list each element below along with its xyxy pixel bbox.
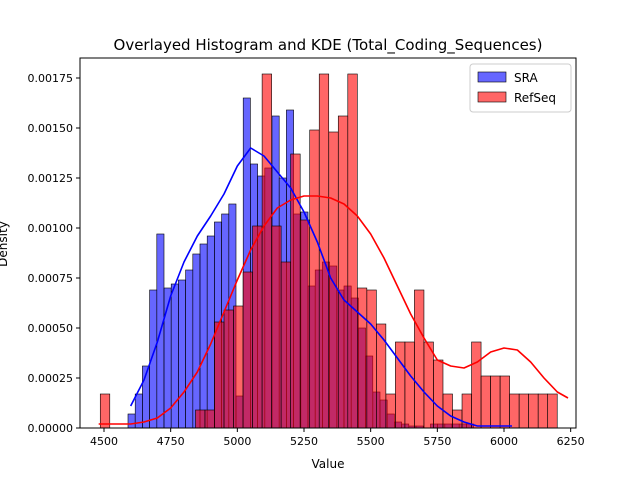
- histogram-bar: [404, 341, 415, 429]
- y-tick-label: 0.00000: [28, 422, 74, 435]
- histogram-bar: [214, 321, 225, 429]
- histogram-bar: [299, 219, 311, 429]
- histogram-bar: [280, 261, 291, 429]
- histogram-bar: [192, 253, 201, 429]
- histogram-bar: [233, 305, 244, 429]
- histogram-bar: [547, 393, 558, 429]
- histogram-bar: [328, 131, 339, 429]
- x-tick-label: 5000: [223, 435, 251, 448]
- histogram-bar: [471, 341, 482, 429]
- histogram-bar: [271, 225, 282, 429]
- x-tick-label: 5250: [290, 435, 318, 448]
- histogram-bar: [480, 375, 491, 429]
- histogram-bar: [537, 393, 549, 429]
- histogram-bar: [252, 225, 263, 429]
- legend-label-refseq: RefSeq: [514, 91, 556, 105]
- histogram-bar: [261, 73, 272, 429]
- histogram-bar: [518, 393, 529, 429]
- histogram-bar: [357, 287, 368, 429]
- histogram-bar: [347, 73, 358, 429]
- y-tick-label: 0.00100: [28, 222, 74, 235]
- legend-swatch-refseq: [477, 91, 507, 103]
- y-tick-label: 0.00125: [28, 172, 74, 185]
- histogram-bar: [185, 269, 194, 429]
- histogram-bar: [223, 309, 234, 429]
- kde-line-refseq: [98, 195, 569, 425]
- histogram-bar: [433, 359, 444, 429]
- x-tick-label: 5750: [423, 435, 451, 448]
- x-tick-label: 5500: [357, 435, 385, 448]
- x-tick-label: 6250: [557, 435, 585, 448]
- x-axis-label: Value: [312, 457, 345, 471]
- x-tick-label: 6000: [490, 435, 518, 448]
- histogram-bar: [423, 341, 434, 429]
- histogram-bar: [195, 409, 206, 429]
- plot-area: 4500 4750 5000 5250 5500 5750 6000 6250 0.00000 0…: [28, 57, 585, 448]
- kde-line-sra: [129, 147, 512, 427]
- histogram-bar: [127, 413, 136, 429]
- histogram-bar: [242, 271, 253, 429]
- x-tick-label: 4750: [157, 435, 185, 448]
- x-tick-label: 4500: [90, 435, 118, 448]
- histogram-bar: [206, 235, 215, 429]
- histogram-bar: [395, 341, 406, 429]
- legend-swatch-sra: [477, 71, 507, 83]
- y-axis-label: Density: [0, 221, 10, 267]
- axes-frame: [79, 57, 577, 429]
- histogram-bar: [204, 409, 215, 429]
- histogram-bar: [99, 393, 111, 429]
- chart-title: Overlayed Histogram and KDE (Total_Codin…: [114, 36, 543, 55]
- histogram-bar: [490, 375, 501, 429]
- histogram-bar: [414, 289, 425, 429]
- histogram-bar: [385, 393, 396, 429]
- legend-label-sra: SRA: [514, 71, 538, 85]
- histogram-bar: [178, 279, 186, 429]
- histogram-bar: [509, 393, 520, 429]
- histogram-bar: [199, 243, 208, 429]
- histogram-bar: [499, 375, 510, 429]
- y-tick-label: 0.00025: [28, 372, 74, 385]
- histogram-bar: [309, 129, 320, 429]
- y-tick-label: 0.00175: [28, 72, 74, 85]
- y-tick-label: 0.00075: [28, 272, 74, 285]
- y-tick-label: 0.00050: [28, 322, 74, 335]
- histogram-bar: [337, 115, 349, 429]
- y-tick-label: 0.00150: [28, 122, 74, 135]
- histogram-bar: [366, 289, 377, 429]
- histogram-bar: [528, 393, 539, 429]
- legend: SRA RefSeq: [469, 63, 572, 113]
